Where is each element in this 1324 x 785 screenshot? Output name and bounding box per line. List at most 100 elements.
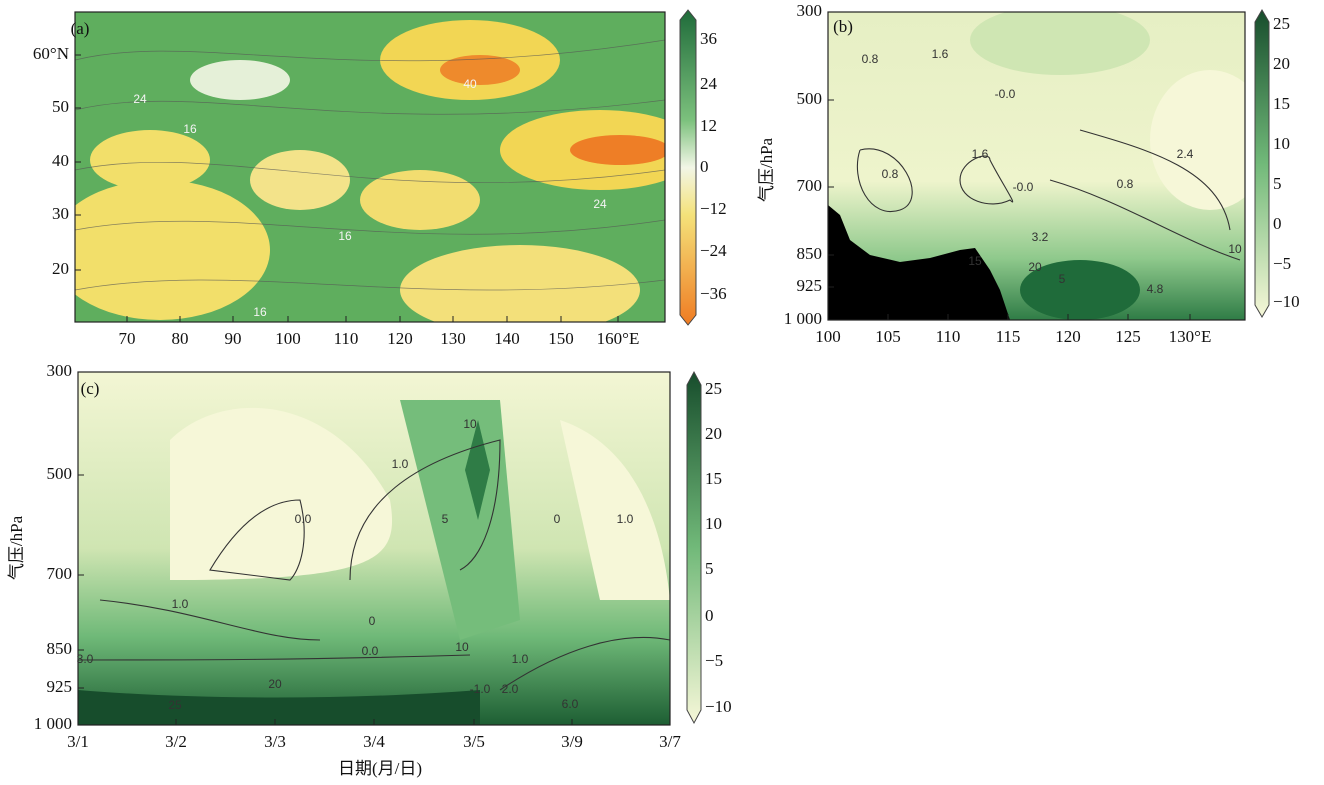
y-tick-label: 925 [797, 276, 823, 295]
x-tick-label: 110 [936, 327, 961, 346]
contour-label: 0.0 [362, 644, 379, 658]
colorbar-label: 10 [705, 514, 722, 533]
colorbar-label: 15 [1273, 94, 1290, 113]
y-axis-label: 气压/hPa [7, 515, 26, 580]
colorbar-label: 20 [1273, 54, 1290, 73]
section-field [828, 12, 1245, 320]
contour-label: 1.6 [972, 147, 989, 161]
terrain [828, 205, 1010, 320]
contour-label: 16 [183, 122, 197, 136]
colorbar [1254, 9, 1270, 318]
x-tick-label: 125 [1115, 327, 1141, 346]
colorbar-label: −10 [705, 697, 732, 716]
contour-label: 0 [369, 614, 376, 628]
contour-label: 1.0 [617, 512, 634, 526]
x-tick-label: 80 [172, 329, 189, 348]
colorbar-label: 5 [1273, 174, 1282, 193]
contour-label: 2.0 [502, 682, 519, 696]
x-tick-label: 115 [996, 327, 1021, 346]
colorbar-label: 24 [700, 74, 718, 93]
x-tick-label: 3/4 [363, 732, 385, 751]
colorbar [686, 370, 702, 725]
contour-label: 1.0 [392, 457, 409, 471]
y-tick-label: 300 [797, 1, 823, 20]
x-tick-label: 105 [875, 327, 901, 346]
colorbar-label: 25 [1273, 14, 1290, 33]
contour-label: 10 [455, 640, 469, 654]
x-tick-label: 3/9 [561, 732, 583, 751]
colorbar-label: 36 [700, 29, 717, 48]
y-tick-label: 850 [47, 639, 73, 658]
x-tick-label: 110 [334, 329, 359, 348]
contour-label: 0.0 [295, 512, 312, 526]
contour-label: 1.0 [172, 597, 189, 611]
contour-label: -1.0 [470, 682, 491, 696]
y-tick-label: 50 [52, 97, 69, 116]
panel-label: (b) [833, 17, 853, 36]
colorbar-label: 0 [700, 157, 709, 176]
y-tick-label: 20 [52, 259, 69, 278]
contour-label: 15 [968, 254, 982, 268]
contour-label: -0.0 [1013, 180, 1034, 194]
x-tick-label: 150 [548, 329, 574, 348]
contour-label: 10 [463, 417, 477, 431]
plot-frame [827, 11, 1246, 321]
section-field [78, 372, 670, 725]
contour-label: 16 [253, 305, 267, 319]
colorbar-label: 10 [1273, 134, 1290, 153]
y-tick-label: 300 [47, 361, 73, 380]
y-tick-label: 30 [52, 204, 69, 223]
y-tick-label: 925 [47, 677, 73, 696]
x-tick-label: 120 [387, 329, 413, 348]
contour-label: 16 [338, 229, 352, 243]
contour-label: 0.8 [882, 167, 899, 181]
colorbar-label: −24 [700, 241, 727, 260]
contour-label: 20 [268, 677, 282, 691]
contour-label: 1.0 [512, 652, 529, 666]
x-tick-label: 90 [225, 329, 242, 348]
x-tick-label: 130 [440, 329, 466, 348]
contour-label: 0.8 [1117, 177, 1134, 191]
colorbar-label: 0 [705, 606, 714, 625]
contour-label: 0 [554, 512, 561, 526]
x-tick-label: 140 [494, 329, 520, 348]
x-tick-label: 3/3 [264, 732, 286, 751]
x-tick-label: 70 [119, 329, 136, 348]
colorbar-label: 0 [1273, 214, 1282, 233]
map-field [75, 12, 665, 322]
contour-label: 5 [442, 512, 449, 526]
contour-label: 40 [463, 77, 477, 91]
contour-label: 20 [1028, 260, 1042, 274]
x-tick-label: 120 [1055, 327, 1081, 346]
contour-label: -0.0 [995, 87, 1016, 101]
contour-label: 25 [168, 698, 182, 712]
plot-frame [74, 11, 666, 323]
contour-label: 3.2 [1032, 230, 1049, 244]
x-tick-label: 130°E [1169, 327, 1212, 346]
contour-label: 10 [1228, 242, 1242, 256]
y-tick-label: 500 [797, 89, 823, 108]
colorbar-label: 12 [700, 116, 717, 135]
colorbar-label: 20 [705, 424, 722, 443]
colorbar-label: −5 [705, 651, 723, 670]
x-tick-label: 100 [815, 327, 841, 346]
y-tick-label: 700 [797, 176, 823, 195]
contour-label: 1.6 [932, 47, 949, 61]
y-tick-label: 1 000 [34, 714, 72, 733]
contour-label: 3.0 [77, 652, 94, 666]
contour-label: 5 [1059, 272, 1066, 286]
x-axis-label: 日期(月/日) [338, 759, 422, 778]
y-tick-label: 500 [47, 464, 73, 483]
y-tick-label: 1 000 [784, 309, 822, 328]
y-tick-label: 60°N [33, 44, 69, 63]
colorbar-label: −36 [700, 284, 727, 303]
x-tick-label: 3/7 [659, 732, 681, 751]
y-tick-label: 700 [47, 564, 73, 583]
contour-label: 6.0 [562, 697, 579, 711]
colorbar-label: 25 [705, 379, 722, 398]
contour-label: 0.8 [862, 52, 879, 66]
colorbar-label: −12 [700, 199, 727, 218]
panel-label: (a) [71, 19, 90, 38]
colorbar-label: 15 [705, 469, 722, 488]
